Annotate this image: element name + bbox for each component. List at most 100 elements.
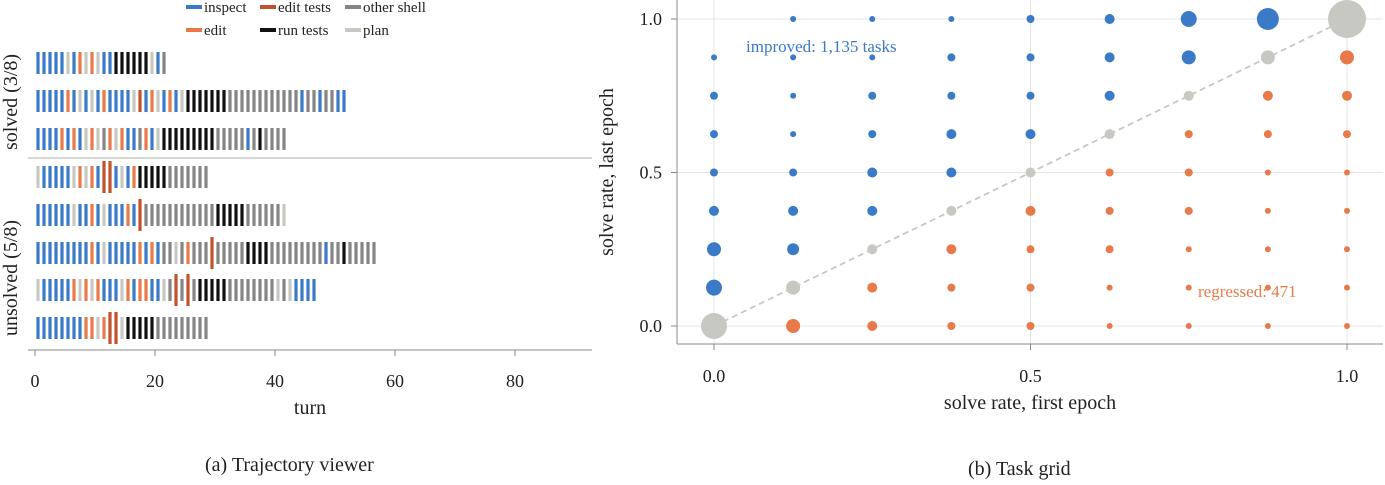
scatter-point (1344, 323, 1350, 329)
scatter-point (867, 205, 878, 216)
scatter-point (1256, 8, 1279, 30)
event-mark (132, 52, 136, 74)
event-mark (96, 317, 100, 339)
event-mark (186, 128, 190, 150)
scatter-point (867, 167, 878, 178)
scatter-point (947, 91, 956, 100)
event-mark (204, 166, 208, 188)
x-tick-label: 1.0 (1336, 366, 1359, 386)
event-mark (330, 242, 334, 264)
event-mark (138, 199, 142, 231)
event-mark (222, 242, 226, 264)
event-mark (174, 274, 178, 306)
event-mark (192, 317, 196, 339)
event-mark (192, 128, 196, 150)
event-mark (96, 242, 100, 264)
event-mark (60, 204, 64, 226)
scatter-point (1184, 130, 1193, 139)
event-mark (132, 166, 136, 188)
event-mark (324, 242, 328, 264)
event-mark (54, 279, 58, 301)
legend-swatch (345, 28, 361, 32)
event-mark (162, 279, 166, 301)
scatter-point (947, 53, 956, 62)
event-mark (276, 90, 280, 112)
scatter-point (701, 313, 727, 339)
scatter-point (1344, 284, 1350, 291)
event-mark (168, 317, 172, 339)
event-mark (330, 90, 334, 112)
event-mark (66, 90, 70, 112)
event-mark (114, 90, 118, 112)
event-mark (42, 279, 46, 301)
scatter-point (790, 16, 797, 22)
scatter-point (946, 205, 957, 216)
event-mark (144, 90, 148, 112)
event-mark (222, 204, 226, 226)
event-mark (48, 279, 52, 301)
legend-item: inspect (186, 0, 247, 16)
event-mark (264, 128, 268, 150)
event-mark (174, 242, 178, 264)
event-mark (66, 279, 70, 301)
event-mark (66, 204, 70, 226)
event-mark (174, 166, 178, 188)
event-mark (156, 128, 160, 150)
event-mark (54, 166, 58, 188)
scatter-point (1184, 168, 1193, 177)
event-mark (132, 90, 136, 112)
event-mark (318, 242, 322, 264)
event-mark (102, 90, 106, 112)
event-mark (114, 128, 118, 150)
scatter-point (1342, 90, 1352, 101)
scatter-point (1106, 284, 1113, 291)
event-mark (120, 128, 124, 150)
scatter-point (946, 244, 957, 255)
event-mark (354, 242, 358, 264)
scatter-point (711, 54, 717, 61)
event-mark (150, 166, 154, 188)
legend-label: plan (363, 23, 389, 39)
scatter-point (1104, 129, 1115, 140)
legend-label: inspect (204, 0, 247, 16)
x-axis-label: solve rate, first epoch (944, 392, 1116, 414)
event-mark (222, 128, 226, 150)
trajectory-row (36, 312, 208, 344)
event-mark (150, 52, 154, 74)
trajectory-row (36, 161, 208, 193)
scatter-point (706, 279, 722, 296)
event-mark (96, 204, 100, 226)
event-mark (120, 279, 124, 301)
event-mark (108, 204, 112, 226)
event-mark (306, 90, 310, 112)
event-mark (210, 279, 214, 301)
event-mark (156, 204, 160, 226)
scatter-point (1105, 168, 1114, 177)
scatter-point (1328, 0, 1366, 38)
scatter-point (947, 283, 956, 292)
x-tick-label: 80 (506, 371, 524, 391)
event-mark (132, 279, 136, 301)
event-mark (108, 312, 112, 344)
event-mark (114, 204, 118, 226)
event-mark (246, 128, 250, 150)
event-mark (42, 166, 46, 188)
event-mark (72, 242, 76, 264)
scatter-point (1264, 284, 1271, 291)
scatter-point (946, 167, 957, 178)
event-mark (228, 90, 232, 112)
event-mark (78, 128, 82, 150)
scatter-point (1185, 323, 1192, 329)
event-mark (96, 52, 100, 74)
scatter-point (869, 54, 876, 61)
event-mark (180, 166, 184, 188)
event-mark (90, 242, 94, 264)
event-mark (174, 128, 178, 150)
scatter-point (1185, 246, 1192, 253)
event-mark (276, 242, 280, 264)
event-mark (156, 90, 160, 112)
event-mark (36, 52, 40, 74)
event-mark (42, 52, 46, 74)
event-mark (180, 279, 184, 301)
event-mark (216, 90, 220, 112)
